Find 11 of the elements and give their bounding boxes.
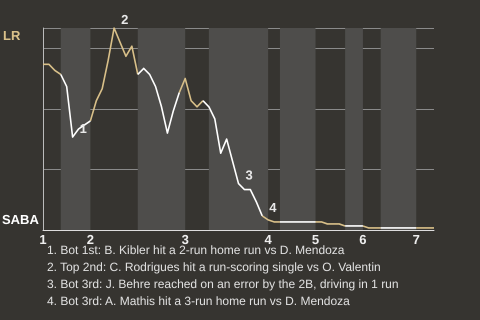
x-tick-label: 7 (412, 232, 420, 247)
text: SABA (2, 212, 40, 227)
text: 3. Bot 3rd: J. Behre reached on an error by the 2B, driving in 1 run (47, 277, 399, 291)
text: 4. Bot 3rd: A. Mathis hit a 3-run home run vs D. Mendoza (47, 294, 350, 308)
text: 2. Top 2nd: C. Rodrigues hit a run-scoring single vs O. Valentin (47, 260, 381, 274)
text: 2 (121, 12, 128, 27)
annotation: 4 (269, 200, 278, 215)
annotation: 3 (246, 168, 253, 183)
x-tick-label: 6 (359, 232, 367, 247)
text: LR (3, 28, 21, 43)
x-tick-label: 1 (39, 232, 47, 247)
